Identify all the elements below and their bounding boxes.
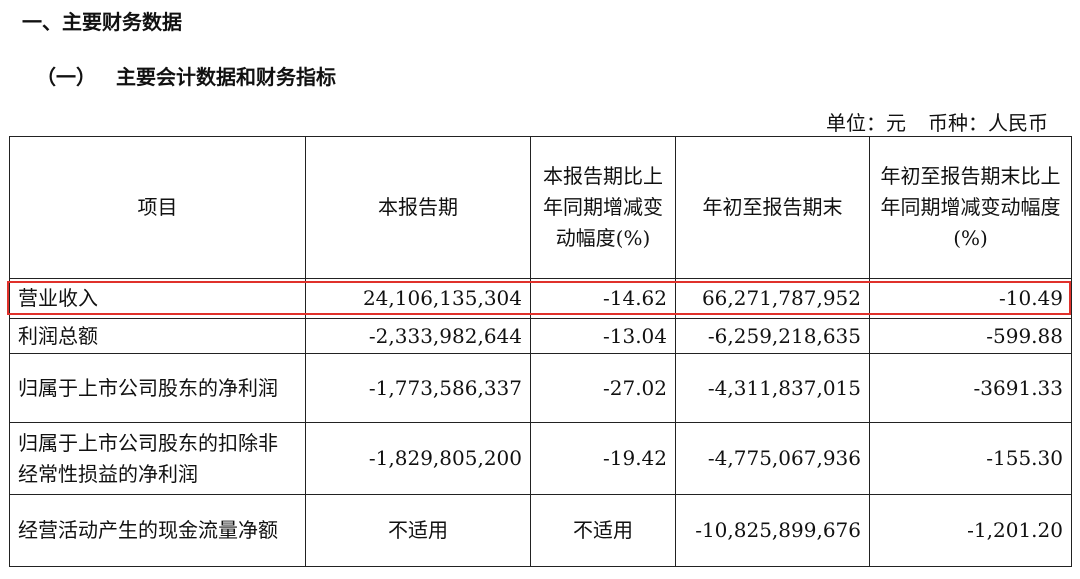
cell-current-change: -14.62 [530, 278, 676, 319]
column-header: 年初至报告期末 [675, 136, 870, 279]
cell-current: 24,106,135,304 [305, 278, 531, 319]
cell-ytd: -6,259,218,635 [675, 318, 870, 354]
row-item: 归属于上市公司股东的净利润 [9, 353, 306, 423]
cell-current-change: -27.02 [530, 353, 676, 423]
cell-ytd-change: -155.30 [869, 422, 1072, 495]
table-row: 营业收入 24,106,135,304 -14.62 66,271,787,95… [9, 278, 1072, 319]
column-header: 本报告期比上年同期增减变动幅度(%) [530, 136, 676, 279]
cell-ytd: -4,311,837,015 [675, 353, 870, 423]
cell-current: -2,333,982,644 [305, 318, 531, 354]
cell-current-change: -13.04 [530, 318, 676, 354]
table-row: 归属于上市公司股东的扣除非经常性损益的净利润 -1,829,805,200 -1… [9, 422, 1072, 495]
currency-label: 币种：人民币 [928, 111, 1048, 135]
section-title: 一、主要财务数据 [22, 10, 182, 34]
cell-current: -1,829,805,200 [305, 422, 531, 495]
row-item: 经营活动产生的现金流量净额 [9, 494, 306, 567]
unit-line: 单位：元 币种：人民币 [826, 107, 1048, 136]
column-header: 项目 [9, 136, 306, 279]
cell-ytd: 66,271,787,952 [675, 278, 870, 319]
unit-label: 单位：元 [826, 111, 906, 135]
cell-ytd-change: -10.49 [869, 278, 1072, 319]
cell-ytd: -4,775,067,936 [675, 422, 870, 495]
cell-ytd-change: -599.88 [869, 318, 1072, 354]
cell-current-change: 不适用 [530, 494, 676, 567]
table-row: 经营活动产生的现金流量净额 不适用 不适用 -10,825,899,676 -1… [9, 494, 1072, 567]
row-item: 营业收入 [9, 278, 306, 319]
subsection-text: 主要会计数据和财务指标 [116, 65, 336, 89]
column-header: 本报告期 [305, 136, 531, 279]
table-row: 归属于上市公司股东的净利润 -1,773,586,337 -27.02 -4,3… [9, 353, 1072, 423]
table-header-row: 项目 本报告期 本报告期比上年同期增减变动幅度(%) 年初至报告期末 年初至报告… [9, 136, 1072, 279]
table-row: 利润总额 -2,333,982,644 -13.04 -6,259,218,63… [9, 318, 1072, 354]
cell-ytd-change: -1,201.20 [869, 494, 1072, 567]
row-item: 归属于上市公司股东的扣除非经常性损益的净利润 [9, 422, 306, 495]
financial-data-table: 项目 本报告期 本报告期比上年同期增减变动幅度(%) 年初至报告期末 年初至报告… [9, 136, 1072, 567]
row-item: 利润总额 [9, 318, 306, 354]
subsection-title: （一） 主要会计数据和财务指标 [36, 61, 336, 90]
subsection-number: （一） [36, 65, 96, 89]
cell-current: 不适用 [305, 494, 531, 567]
cell-ytd-change: -3691.33 [869, 353, 1072, 423]
cell-ytd: -10,825,899,676 [675, 494, 870, 567]
column-header: 年初至报告期末比上年同期增减变动幅度(%) [869, 136, 1072, 279]
cell-current-change: -19.42 [530, 422, 676, 495]
cell-current: -1,773,586,337 [305, 353, 531, 423]
